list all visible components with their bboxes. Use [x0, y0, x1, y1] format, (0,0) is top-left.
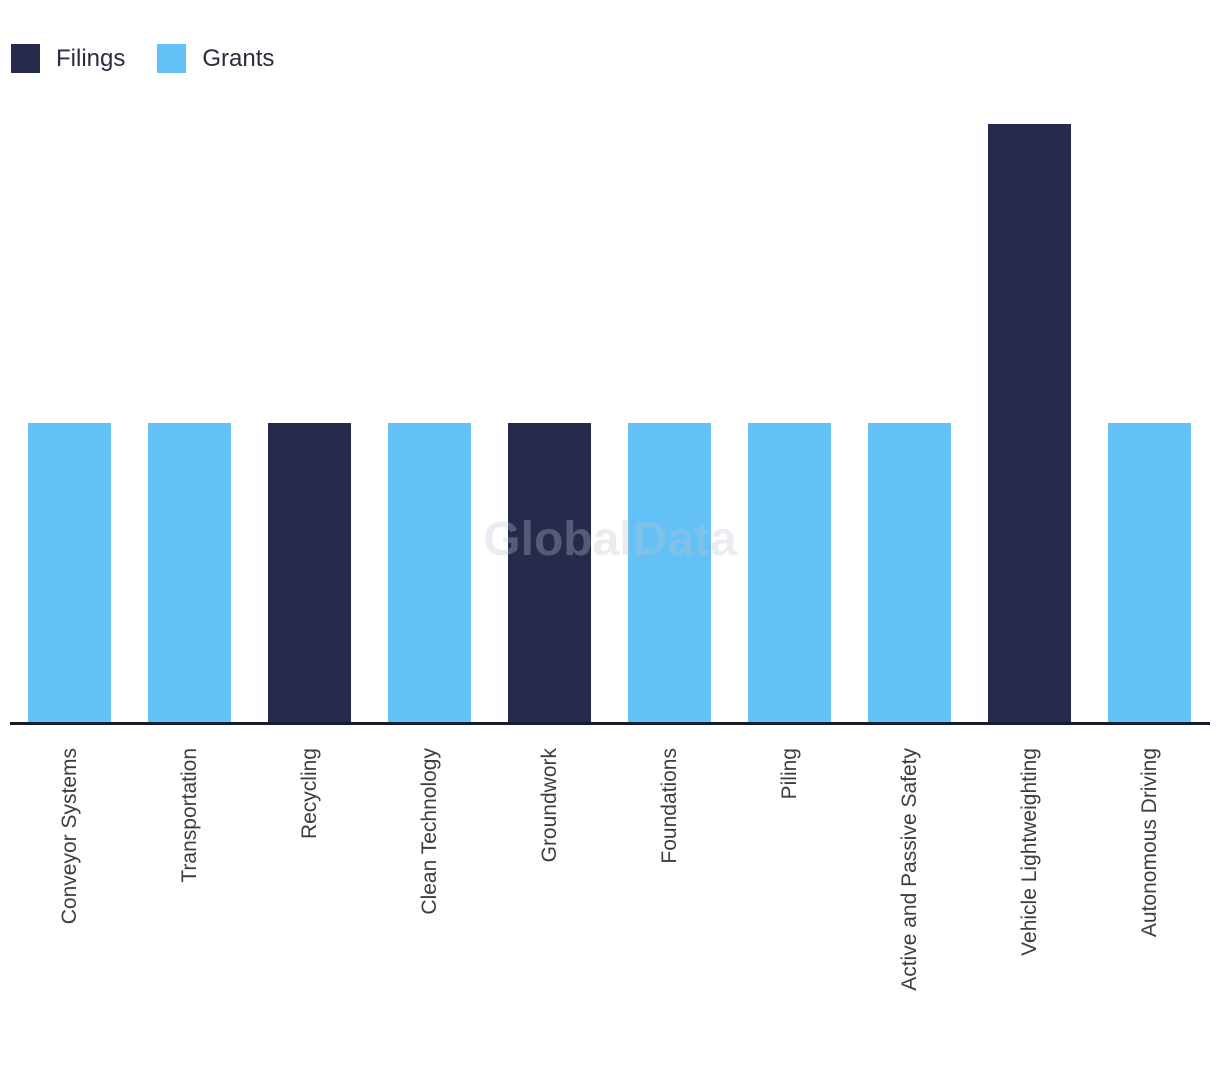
legend-swatch-grants — [157, 44, 187, 73]
watermark: GlobalData — [483, 513, 737, 566]
x-axis-label-active-and-passive-safety: Active and Passive Safety — [897, 748, 921, 991]
x-axis-label-foundations: Foundations — [657, 748, 681, 864]
bar-transportation[interactable] — [148, 423, 231, 722]
legend-label-grants: Grants — [202, 45, 275, 72]
x-axis-line — [10, 722, 1210, 725]
x-axis-label-clean-technology: Clean Technology — [417, 748, 441, 915]
x-axis-label-piling: Piling — [777, 748, 801, 800]
x-axis-label-recycling: Recycling — [297, 748, 321, 840]
x-axis-label-autonomous-driving: Autonomous Driving — [1137, 748, 1161, 938]
bar-groundwork[interactable] — [508, 423, 591, 722]
bar-foundations[interactable] — [628, 423, 711, 722]
x-axis-label-conveyor-systems: Conveyor Systems — [57, 748, 81, 925]
bar-active-and-passive-safety[interactable] — [868, 423, 951, 722]
chart-legend: Filings Grants — [11, 44, 274, 73]
bar-conveyor-systems[interactable] — [28, 423, 111, 722]
bar-piling[interactable] — [748, 423, 831, 722]
legend-label-filings: Filings — [56, 45, 126, 72]
legend-item-grants[interactable]: Grants — [157, 44, 274, 73]
bar-clean-technology[interactable] — [388, 423, 471, 722]
x-axis-label-vehicle-lightweighting: Vehicle Lightweighting — [1017, 748, 1041, 956]
legend-item-filings[interactable]: Filings — [11, 44, 125, 73]
bar-recycling[interactable] — [268, 423, 351, 722]
x-axis-label-transportation: Transportation — [177, 748, 201, 883]
bar-autonomous-driving[interactable] — [1108, 423, 1191, 722]
x-axis-label-groundwork: Groundwork — [537, 748, 561, 863]
legend-swatch-filings — [11, 44, 40, 73]
bar-vehicle-lightweighting[interactable] — [988, 124, 1071, 722]
